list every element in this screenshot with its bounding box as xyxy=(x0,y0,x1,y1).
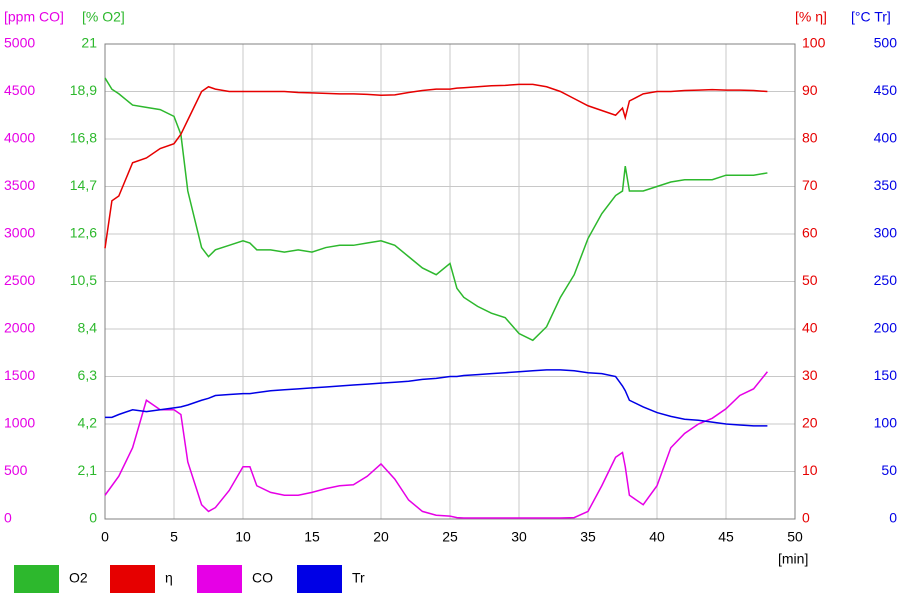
y-tick-label: 20 xyxy=(802,415,818,431)
series-line xyxy=(105,369,768,427)
y-tick-label: 30 xyxy=(802,367,818,383)
y-tick-label: 10 xyxy=(802,462,818,478)
x-tick-label: 25 xyxy=(442,529,458,545)
plot-border xyxy=(104,43,796,520)
legend-label: CO xyxy=(252,570,273,586)
y-tick-label: 500 xyxy=(4,462,28,478)
legend-label: O2 xyxy=(69,570,88,586)
y-tick-label: 10,5 xyxy=(70,272,97,288)
x-tick-label: 15 xyxy=(304,529,320,545)
x-tick-label: 40 xyxy=(649,529,665,545)
y-tick-label: 12,6 xyxy=(70,225,97,241)
y-axis-label: [% η] xyxy=(795,9,827,25)
y-tick-label: 50 xyxy=(802,272,818,288)
y-tick-label: 100 xyxy=(874,415,898,431)
y-tick-label: 450 xyxy=(874,82,898,98)
y-axis-label: [% O2] xyxy=(82,9,125,25)
legend-label: Tr xyxy=(352,570,365,586)
y-axis-label: [°C Tr] xyxy=(851,9,891,25)
legend-swatch xyxy=(197,565,242,593)
x-tick-label: 45 xyxy=(718,529,734,545)
x-tick-label: 30 xyxy=(511,529,527,545)
y-tick-label: 2000 xyxy=(4,320,35,336)
y-tick-label: 1000 xyxy=(4,415,35,431)
y-tick-label: 200 xyxy=(874,320,898,336)
legend-swatch xyxy=(297,565,342,593)
x-tick-label: 35 xyxy=(580,529,596,545)
y-tick-label: 2500 xyxy=(4,272,35,288)
y-tick-label: 0 xyxy=(4,510,12,526)
y-tick-label: 80 xyxy=(802,130,818,146)
series-line xyxy=(104,77,768,342)
y-tick-label: 90 xyxy=(802,82,818,98)
x-tick-label: 0 xyxy=(101,529,109,545)
y-tick-label: 100 xyxy=(802,35,826,51)
y-tick-label: 2,1 xyxy=(78,462,98,478)
y-tick-label: 18,9 xyxy=(70,82,97,98)
y-tick-label: 70 xyxy=(802,177,818,193)
y-tick-label: 4000 xyxy=(4,130,35,146)
y-tick-label: 150 xyxy=(874,367,898,383)
y-tick-label: 0 xyxy=(802,510,810,526)
x-tick-label: 5 xyxy=(170,529,178,545)
y-tick-label: 0 xyxy=(889,510,897,526)
y-tick-label: 14,7 xyxy=(70,177,97,193)
y-tick-label: 8,4 xyxy=(78,320,98,336)
x-tick-label: 20 xyxy=(373,529,389,545)
y-tick-label: 4500 xyxy=(4,82,35,98)
y-tick-label: 3000 xyxy=(4,225,35,241)
y-tick-label: 1500 xyxy=(4,367,35,383)
y-tick-label: 3500 xyxy=(4,177,35,193)
y-tick-label: 6,3 xyxy=(78,367,98,383)
legend-swatch xyxy=(14,565,59,593)
y-tick-label: 50 xyxy=(881,462,897,478)
legend-swatch xyxy=(110,565,155,593)
y-tick-label: 250 xyxy=(874,272,898,288)
series-line xyxy=(104,371,768,519)
y-tick-label: 21 xyxy=(81,35,97,51)
y-tick-label: 400 xyxy=(874,130,898,146)
y-tick-label: 300 xyxy=(874,225,898,241)
series-line xyxy=(104,83,768,249)
legend-label: η xyxy=(165,570,173,586)
x-tick-label: 10 xyxy=(235,529,251,545)
y-tick-label: 5000 xyxy=(4,35,35,51)
y-tick-label: 16,8 xyxy=(70,130,97,146)
y-tick-label: 350 xyxy=(874,177,898,193)
y-tick-label: 40 xyxy=(802,320,818,336)
y-tick-label: 60 xyxy=(802,225,818,241)
y-tick-label: 4,2 xyxy=(78,415,98,431)
y-tick-label: 0 xyxy=(89,510,97,526)
x-tick-label: 50 xyxy=(787,529,803,545)
x-axis-label: [min] xyxy=(778,551,808,567)
y-tick-label: 500 xyxy=(874,35,898,51)
y-axis-label: [ppm CO] xyxy=(4,9,64,25)
